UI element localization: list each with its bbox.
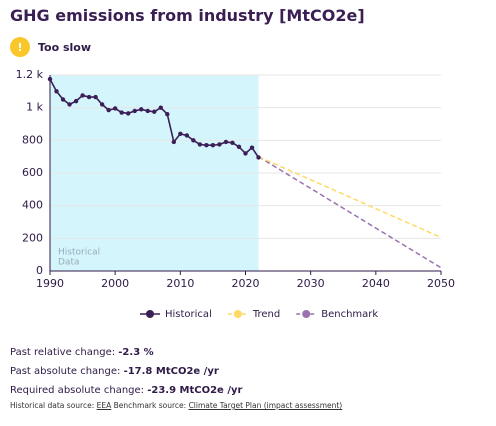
status: ! Too slow [10,37,91,57]
y-tick-label: 1.2 k [16,68,44,81]
data-point [171,139,177,145]
x-tick-label: 2050 [427,277,455,290]
x-tick-label: 2040 [362,277,390,290]
data-point [256,155,261,160]
y-tick-label: 1 k [26,101,43,114]
data-point [184,133,190,138]
stat-value: -17.8 MtCO2e /yr [123,366,219,377]
status-icon: ! [10,37,30,57]
stat-value: -2.3 % [118,347,154,358]
data-point [243,151,248,156]
data-point [210,143,216,148]
data-point [106,107,111,113]
shade-label: Historical [58,248,100,258]
stat: Required absolute change: -23.9 MtCO2e /… [10,381,242,400]
shade-label: Data [58,258,80,268]
data-point [178,131,183,136]
data-point [236,144,242,150]
series-line [258,155,442,239]
data-point [158,105,163,110]
data-point [139,107,144,112]
x-tick-label: 2030 [297,277,325,290]
stat-label: Required absolute change: [10,385,145,396]
x-tick-label: 2010 [166,277,194,290]
source-link[interactable]: Climate Target Plan (impact assessment) [188,401,343,410]
y-tick-label: 200 [22,231,43,244]
data-point [112,106,118,111]
data-point [99,102,105,107]
stat: Past relative change: -2.3 % [10,343,242,362]
title: GHG emissions from industry [MtCO2e] [10,6,365,25]
stat-label: Past relative change: [10,347,116,358]
legend-marker [146,310,154,318]
source-label: Historical data source: [10,401,95,410]
y-tick-label: 400 [22,199,43,212]
data-point [60,97,66,102]
sources: Historical data source: EEA Benchmark so… [10,401,342,410]
stat-value: -23.9 MtCO2e /yr [147,385,243,396]
source-link[interactable]: EEA [96,401,112,410]
data-point [47,76,53,82]
status-text: Too slow [38,40,92,54]
legend-label: Historical [165,309,212,320]
series-line [258,156,442,269]
data-point [73,98,79,104]
data-point [165,112,170,117]
stats: Past relative change: -2.3 % Past absolu… [10,343,242,400]
x-tick-label: 1990 [36,277,64,290]
y-tick-label: 600 [22,166,43,179]
data-point [93,94,98,100]
legend-label: Benchmark [321,309,378,320]
data-point [86,94,92,100]
data-point [249,145,255,150]
data-point [119,110,124,115]
x-tick-label: 2020 [232,277,260,290]
stat-label: Past absolute change: [10,366,121,377]
legend-marker [233,310,242,318]
data-point [197,142,203,147]
x-tick-label: 2000 [101,277,129,290]
data-point [126,111,131,116]
data-point [223,139,229,145]
data-point [80,93,85,98]
legend-label: Trend [252,309,280,320]
data-point [204,143,209,148]
data-point [217,142,222,147]
legend-marker [302,310,311,318]
data-point [145,108,150,114]
data-point [54,89,59,94]
y-tick-label: 0 [36,264,43,277]
data-point [152,109,157,114]
data-point [191,138,196,143]
data-point [132,108,137,114]
stat: Past absolute change: -17.8 MtCO2e /yr [10,362,242,381]
data-point [67,102,72,107]
y-tick-label: 800 [22,133,43,146]
data-point [230,140,235,145]
source-label: Benchmark source: [113,401,187,410]
